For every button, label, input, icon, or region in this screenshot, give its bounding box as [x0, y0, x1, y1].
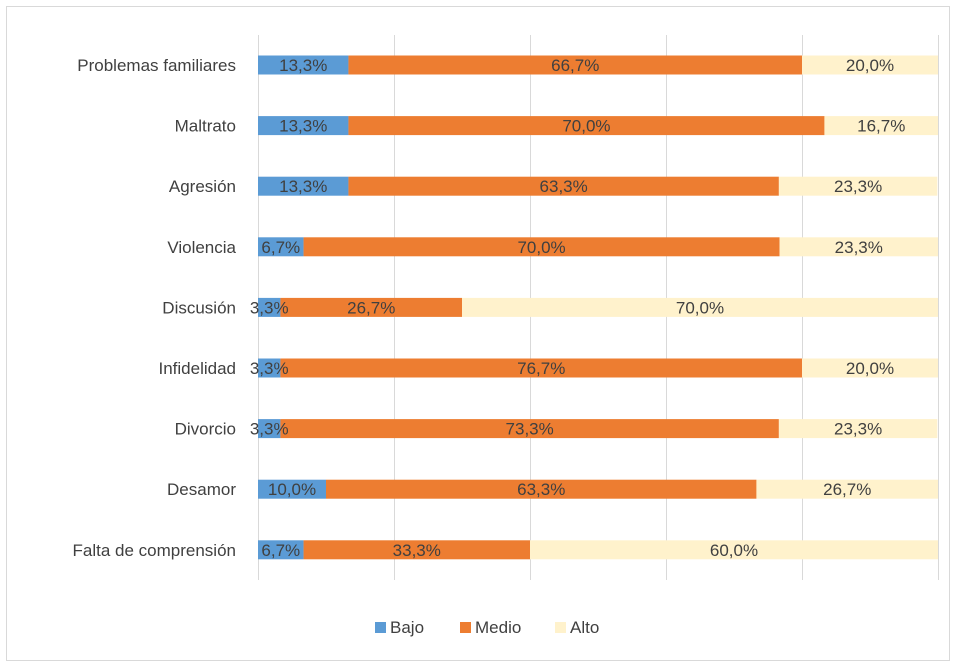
bar-medio: [326, 479, 757, 499]
legend-label-bajo: Bajo: [390, 618, 424, 637]
bar-alto: [802, 358, 938, 378]
bar-alto: [824, 116, 938, 136]
data-label: 63,3%: [517, 480, 565, 499]
data-label: 70,0%: [517, 238, 565, 257]
bar-medio: [348, 55, 802, 75]
data-label: 3,3%: [250, 420, 289, 439]
bar-bajo: [258, 479, 326, 499]
bar-bajo: [258, 176, 349, 196]
legend: Bajo Medio Alto: [375, 618, 599, 637]
data-label: 20,0%: [846, 56, 894, 75]
data-label: 3,3%: [250, 359, 289, 378]
bar-medio: [303, 540, 530, 560]
bars: [258, 55, 938, 560]
category-label: Problemas familiares: [77, 56, 236, 75]
data-label: 63,3%: [540, 177, 588, 196]
bar-bajo: [258, 358, 281, 378]
category-label: Desamor: [167, 480, 236, 499]
data-label: 23,3%: [834, 177, 882, 196]
bar-medio: [348, 116, 825, 136]
data-label: 60,0%: [710, 541, 758, 560]
data-label: 33,3%: [393, 541, 441, 560]
legend-swatch-bajo: [375, 622, 386, 633]
bar-alto: [756, 479, 938, 499]
legend-swatch-alto: [555, 622, 566, 633]
bar-medio: [303, 237, 780, 257]
data-label: 26,7%: [347, 298, 395, 317]
data-label: 70,0%: [676, 298, 724, 317]
bar-alto: [462, 297, 938, 317]
legend-label-alto: Alto: [570, 618, 599, 637]
bar-medio: [348, 176, 779, 196]
bar-medio: [280, 297, 462, 317]
data-label: 6,7%: [261, 541, 300, 560]
data-label: 6,7%: [261, 238, 300, 257]
category-label: Divorcio: [175, 420, 236, 439]
data-labels: 13,3% 66,7% 20,0% 13,3% 70,0% 16,7% 13,3% 63,3%…: [250, 56, 905, 560]
category-label: Violencia: [167, 238, 236, 257]
bar-bajo: [258, 419, 281, 439]
category-label: Discusión: [162, 298, 236, 317]
legend-swatch-medio: [460, 622, 471, 633]
bar-alto: [779, 237, 938, 257]
bar-bajo: [258, 237, 304, 257]
bar-alto: [778, 419, 938, 439]
data-label: 70,0%: [562, 117, 610, 136]
data-label: 13,3%: [279, 177, 327, 196]
bar-bajo: [258, 540, 304, 560]
category-label: Maltrato: [175, 117, 236, 136]
category-label: Infidelidad: [158, 359, 236, 378]
data-label: 16,7%: [857, 117, 905, 136]
data-label: 26,7%: [823, 480, 871, 499]
category-label: Agresión: [169, 177, 236, 196]
data-label: 73,3%: [506, 420, 554, 439]
data-label: 10,0%: [268, 480, 316, 499]
data-label: 66,7%: [551, 56, 599, 75]
bar-bajo: [258, 55, 349, 75]
category-labels: Problemas familiares Maltrato Agresión Viol…: [73, 56, 237, 560]
bar-alto: [530, 540, 938, 560]
category-label: Falta de comprensión: [73, 541, 236, 560]
data-label: 23,3%: [835, 238, 883, 257]
bar-bajo: [258, 297, 281, 317]
bar-bajo: [258, 116, 349, 136]
bar-alto: [802, 55, 938, 75]
bar-medio: [280, 419, 779, 439]
data-label: 76,7%: [517, 359, 565, 378]
data-label: 23,3%: [834, 420, 882, 439]
bar-alto: [778, 176, 938, 196]
legend-label-medio: Medio: [475, 618, 521, 637]
data-label: 20,0%: [846, 359, 894, 378]
data-label: 3,3%: [250, 298, 289, 317]
data-label: 13,3%: [279, 56, 327, 75]
data-label: 13,3%: [279, 117, 327, 136]
bar-medio: [280, 358, 802, 378]
